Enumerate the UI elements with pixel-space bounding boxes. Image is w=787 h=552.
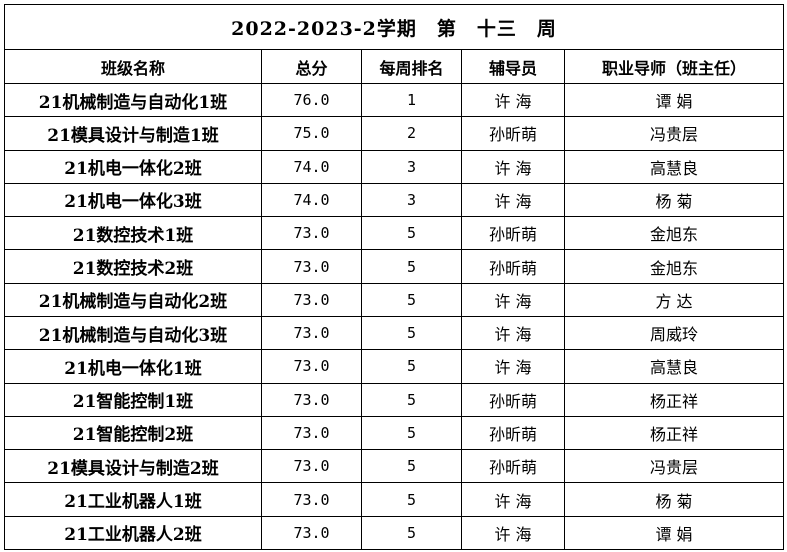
counselor-cell: 孙昕萌 [461,415,565,451]
total-score-cell: 73.0 [261,415,362,451]
total-score-cell: 76.0 [261,82,362,118]
class-name-cell: 21智能控制1班 [4,382,262,417]
mentor-cell: 周威玲 [563,315,785,351]
total-score-cell: 73.0 [261,515,362,551]
total-score-cell: 73.0 [261,216,362,251]
class-name-cell: 21机电一体化1班 [4,349,262,384]
class-name-cell: 21机电一体化3班 [4,182,262,218]
counselor-cell: 许 海 [461,149,565,184]
weekly-rank-cell: 5 [361,349,462,384]
class-name-cell: 21智能控制2班 [4,415,262,451]
mentor-cell: 方 达 [563,282,785,317]
table-row: 21机电一体化2班 74.0 3 许 海 高慧良 [4,149,785,184]
weekly-rank-cell: 5 [361,216,462,251]
table-row: 21模具设计与制造2班 73.0 5 孙昕萌 冯贵层 [4,449,785,484]
weekly-rank-cell: 2 [361,116,462,151]
total-score-cell: 73.0 [261,282,362,317]
total-score-cell: 75.0 [261,116,362,151]
mentor-cell: 谭 娟 [563,515,785,551]
total-score-cell: 73.0 [261,482,362,517]
table-row: 21机械制造与自动化1班 76.0 1 许 海 谭 娟 [4,82,785,118]
table-row: 21模具设计与制造1班 75.0 2 孙昕萌 冯贵层 [4,116,785,151]
class-name-cell: 21工业机器人2班 [4,515,262,551]
weekly-rank-cell: 5 [361,482,462,517]
mentor-cell: 杨 菊 [563,482,785,517]
weekly-rank-cell: 3 [361,149,462,184]
counselor-cell: 孙昕萌 [461,116,565,151]
class-name-cell: 21机械制造与自动化1班 [4,82,262,118]
table-row: 21工业机器人1班 73.0 5 许 海 杨 菊 [4,482,785,517]
mentor-cell: 金旭东 [563,249,785,284]
mentor-cell: 高慧良 [563,349,785,384]
total-score-cell: 73.0 [261,382,362,417]
weekly-rank-cell: 5 [361,249,462,284]
counselor-cell: 孙昕萌 [461,449,565,484]
counselor-cell: 许 海 [461,315,565,351]
mentor-cell: 谭 娟 [563,82,785,118]
mentor-cell: 冯贵层 [563,116,785,151]
class-name-cell: 21机械制造与自动化3班 [4,315,262,351]
table-row: 21工业机器人2班 73.0 5 许 海 谭 娟 [4,515,785,551]
header-mentor: 职业导师（班主任） [563,49,785,84]
header-row: 班级名称 总分 每周排名 辅导员 职业导师（班主任） [4,49,785,84]
table-row: 21数控技术2班 73.0 5 孙昕萌 金旭东 [4,249,785,284]
table-row: 21数控技术1班 73.0 5 孙昕萌 金旭东 [4,216,785,251]
mentor-cell: 杨 菊 [563,182,785,218]
weekly-rank-cell: 5 [361,515,462,551]
header-counselor: 辅导员 [461,49,565,84]
header-weekly-rank: 每周排名 [361,49,462,84]
total-score-cell: 73.0 [261,315,362,351]
class-name-cell: 21工业机器人1班 [4,482,262,517]
total-score-cell: 73.0 [261,349,362,384]
weekly-rank-cell: 5 [361,282,462,317]
mentor-cell: 杨正祥 [563,415,785,451]
weekly-rank-cell: 3 [361,182,462,218]
table-row: 21机械制造与自动化3班 73.0 5 许 海 周威玲 [4,315,785,351]
ranking-table: 2022-2023-2学期 第 十三 周 班级名称 总分 每周排名 辅导员 职业… [3,4,785,551]
weekly-rank-cell: 5 [361,315,462,351]
counselor-cell: 许 海 [461,515,565,551]
header-class-name: 班级名称 [4,49,262,84]
table-row: 21机电一体化1班 73.0 5 许 海 高慧良 [4,349,785,384]
counselor-cell: 孙昕萌 [461,249,565,284]
counselor-cell: 许 海 [461,182,565,218]
class-name-cell: 21数控技术1班 [4,216,262,251]
table-title: 2022-2023-2学期 第 十三 周 [3,4,785,50]
total-score-cell: 74.0 [261,182,362,218]
class-name-cell: 21模具设计与制造2班 [4,449,262,484]
counselor-cell: 许 海 [461,349,565,384]
class-name-cell: 21模具设计与制造1班 [4,116,262,151]
header-total-score: 总分 [261,49,362,84]
class-name-cell: 21机械制造与自动化2班 [4,282,262,317]
counselor-cell: 许 海 [461,82,565,118]
counselor-cell: 孙昕萌 [461,216,565,251]
table-row: 21机械制造与自动化2班 73.0 5 许 海 方 达 [4,282,785,317]
table-row: 21智能控制1班 73.0 5 孙昕萌 杨正祥 [4,382,785,417]
total-score-cell: 73.0 [261,249,362,284]
table-row: 21机电一体化3班 74.0 3 许 海 杨 菊 [4,182,785,218]
weekly-rank-cell: 1 [361,82,462,118]
mentor-cell: 冯贵层 [563,449,785,484]
table-row: 21智能控制2班 73.0 5 孙昕萌 杨正祥 [4,415,785,451]
mentor-cell: 金旭东 [563,216,785,251]
weekly-rank-cell: 5 [361,415,462,451]
weekly-rank-cell: 5 [361,449,462,484]
counselor-cell: 许 海 [461,282,565,317]
weekly-rank-cell: 5 [361,382,462,417]
total-score-cell: 73.0 [261,449,362,484]
class-name-cell: 21数控技术2班 [4,249,262,284]
counselor-cell: 孙昕萌 [461,382,565,417]
total-score-cell: 74.0 [261,149,362,184]
class-name-cell: 21机电一体化2班 [4,149,262,184]
mentor-cell: 高慧良 [563,149,785,184]
counselor-cell: 许 海 [461,482,565,517]
mentor-cell: 杨正祥 [563,382,785,417]
